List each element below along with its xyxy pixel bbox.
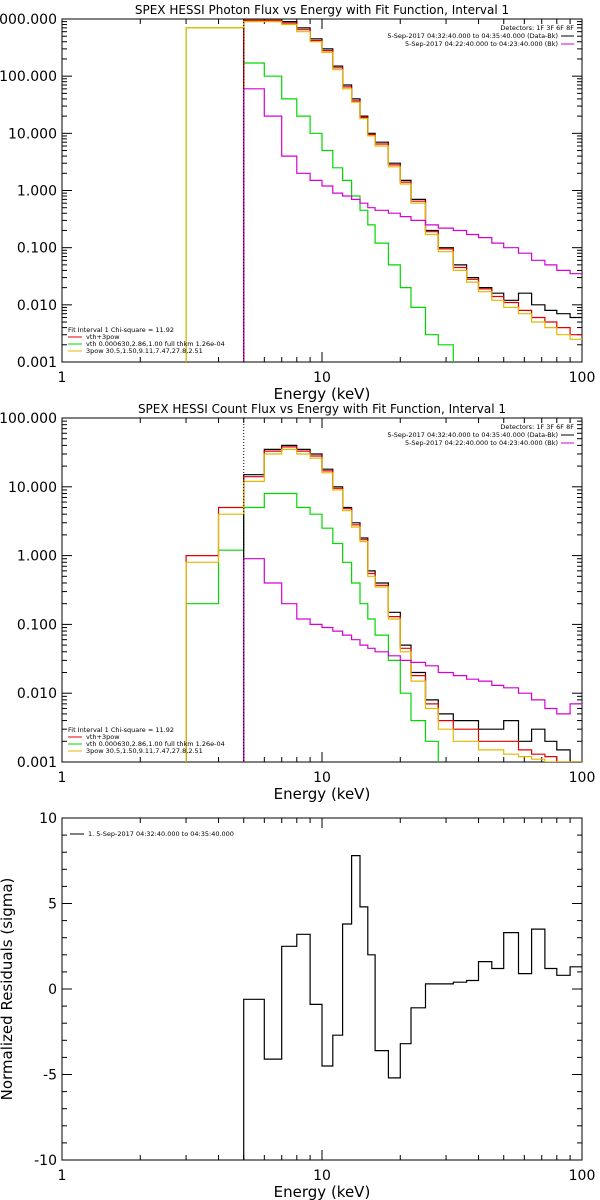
y-tick-label: 100.000	[0, 411, 57, 427]
x-tick-label: 10	[313, 1168, 331, 1184]
y-tick-label: 0.100	[17, 617, 57, 633]
legend-entry-text: 5-Sep-2017 04:22:40.000 to 04:23:40.000 …	[405, 439, 558, 447]
detectors-label: Detectors: 1F 3F 6F 8F	[500, 423, 574, 431]
legend-entry-text: 5-Sep-2017 04:32:40.000 to 04:35:40.000 …	[387, 431, 558, 439]
fit-legend-text: 3pow 30.5,1.50,9.11,7.47,27.8,2.51	[86, 347, 203, 355]
detectors-label: Detectors: 1F 3F 6F 8F	[500, 24, 574, 32]
y-tick-label: 100.000	[0, 69, 57, 85]
x-axis-label: Energy (keV)	[274, 385, 371, 403]
y-tick-label: 1.000	[17, 184, 57, 200]
y-tick-label: 0.001	[17, 355, 57, 371]
fit-interval-label: Fit Interval 1 Chi-square = 11.92	[68, 326, 174, 334]
x-tick-label: 100	[569, 770, 596, 786]
legend-entry-text: 1. 5-Sep-2017 04:32:40.000 to 04:35:40.0…	[88, 830, 234, 838]
x-tick-label: 1	[58, 370, 67, 386]
legend-entry-text: 5-Sep-2017 04:32:40.000 to 04:35:40.000 …	[387, 32, 558, 40]
y-tick-label: 0	[48, 982, 57, 998]
y-tick-label: 10.000	[8, 480, 57, 496]
series-line-1	[185, 492, 439, 762]
series-line-5	[243, 558, 582, 762]
x-axis-label: Energy (keV)	[274, 1183, 371, 1200]
series-group	[185, 19, 582, 362]
series-line-2	[243, 19, 582, 362]
x-tick-label: 1	[58, 1168, 67, 1184]
x-tick-label: 1	[58, 770, 67, 786]
fit-legend-text: vth 0.000630,2.86,1.00 full thkm 1.26e-0…	[86, 340, 225, 348]
chart-panel-2: 1 10 100 0.001 0.010 0.100 1.000 10.000 100.000 S…	[0, 402, 595, 803]
legend-entry-text: 5-Sep-2017 04:22:40.000 to 04:23:40.000 …	[405, 40, 558, 48]
y-tick-label: 0.100	[17, 241, 57, 257]
fit-legend-text: vth 0.000630,2.86,1.00 full thkm 1.26e-0…	[86, 740, 225, 748]
series-line-4	[185, 448, 582, 762]
y-tick-label: 0.010	[17, 686, 57, 702]
x-tick-label: 10	[313, 770, 331, 786]
y-tick-label: 0.010	[17, 298, 57, 314]
series-group	[243, 855, 582, 1160]
fit-interval-label: Fit Interval 1 Chi-square = 11.92	[68, 726, 174, 734]
y-tick-label: 0.001	[17, 755, 57, 771]
y-tick-label: 10.000	[8, 126, 57, 142]
series-line-4	[185, 21, 582, 362]
y-tick-label: 1.000	[17, 549, 57, 565]
fit-legend-text: vth+3pow	[86, 733, 120, 741]
y-axis-label: Normalized Residuals (sigma)	[0, 878, 16, 1101]
series-line-1	[185, 27, 454, 362]
y-tick-label: -10	[34, 1153, 57, 1169]
series-line-5	[243, 88, 582, 362]
x-tick-label: 100	[569, 370, 596, 386]
series-line-3	[243, 19, 582, 362]
chart-panel-1: 1 10 100 0.001 0.010 0.100 1.000 10.000 100.000 1…	[0, 3, 595, 403]
x-axis-label: Energy (keV)	[274, 785, 371, 803]
y-tick-label: 5	[48, 897, 57, 913]
fit-legend-text: vth+3pow	[86, 333, 120, 341]
series-group	[185, 444, 582, 762]
x-tick-label: 100	[569, 1168, 596, 1184]
fit-legend-text: 3pow 30.5,1.50,9.11,7.47,27.8,2.51	[86, 747, 203, 755]
y-tick-label: -5	[43, 1068, 57, 1084]
series-line-1	[243, 855, 582, 1160]
chart-title: SPEX HESSI Count Flux vs Energy with Fit…	[138, 402, 506, 416]
x-tick-label: 10	[313, 370, 331, 386]
chart-title: SPEX HESSI Photon Flux vs Energy with Fi…	[135, 3, 509, 17]
y-tick-label: 10	[39, 811, 57, 827]
